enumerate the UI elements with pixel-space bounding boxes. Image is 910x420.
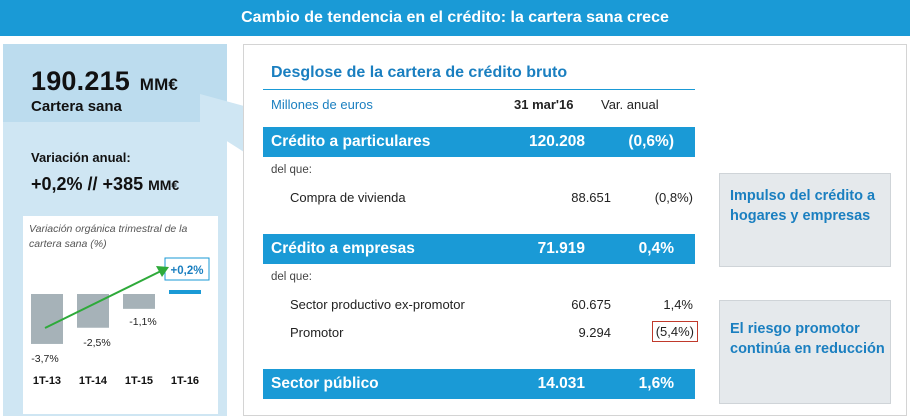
band-label: Crédito a particulares [271, 133, 431, 150]
band-label: Crédito a empresas [271, 240, 415, 257]
band-variation: (0,6%) [628, 133, 674, 150]
card-title: Desglose de la cartera de crédito bruto [271, 64, 568, 81]
del-que-label: del que: [271, 271, 312, 283]
healthy-portfolio-amount: 190.215 [31, 66, 130, 96]
annual-variation-amount: +0,2% // +385 [31, 174, 144, 194]
slide-title: Cambio de tendencia en el crédito: la ca… [0, 0, 910, 36]
quarterly-variation-chart: Variación orgánica trimestral de la cart… [23, 216, 218, 414]
band-label: Sector público [271, 375, 379, 392]
chart-category-label: 1T-16 [171, 375, 199, 387]
row-label: Promotor [290, 325, 344, 340]
band-public-sector: Sector público 14.031 1,6% [263, 369, 695, 399]
chart-category-label: 1T-14 [79, 375, 108, 387]
connector-arrow [200, 94, 244, 152]
row-label: Compra de vivienda [290, 190, 406, 205]
band-companies: Crédito a empresas 71.919 0,4% [263, 234, 695, 264]
units-label: Millones de euros [271, 97, 373, 112]
callout-developer-risk: El riesgo promotor continúa en reducción [719, 300, 891, 404]
chart-value-label: -1,1% [129, 316, 156, 328]
healthy-portfolio-value: 190.215 MM€ [31, 66, 178, 97]
column-var-header: Var. anual [601, 97, 659, 112]
band-individuals: Crédito a particulares 120.208 (0,6%) [263, 127, 695, 157]
row-variation: 1,4% [663, 297, 693, 312]
row-variation-highlighted: (5,4%) [651, 321, 698, 342]
chart-svg: 1T-13 -3,7% 1T-14 -2,5% 1T-15 -1,1% 1T-16 +0,2% [31, 257, 210, 387]
chart-value-label: -3,7% [31, 353, 58, 365]
row-label: Sector productivo ex-promotor [290, 297, 465, 312]
healthy-portfolio-unit: MM€ [139, 75, 179, 94]
annual-variation-value: +0,2% // +385 MM€ [31, 174, 179, 195]
band-value: 120.208 [528, 133, 585, 150]
annual-variation-label: Variación anual: [31, 150, 131, 165]
chart-bar [31, 294, 63, 344]
column-date-header: 31 mar'16 [514, 97, 574, 112]
chart-category-label: 1T-15 [125, 375, 153, 387]
healthy-portfolio-label: Cartera sana [31, 98, 122, 115]
trend-arrow-head [156, 266, 169, 277]
del-que-label: del que: [271, 164, 312, 176]
row-value: 9.294 [578, 325, 611, 340]
chart-value-label: -2,5% [83, 337, 110, 349]
band-value: 14.031 [537, 375, 585, 392]
chart-bar [169, 290, 201, 294]
chart-bar [123, 294, 155, 309]
trend-arrow-line [44, 270, 162, 329]
callout-credit-impulse: Impulso del crédito a hogares y empresas [719, 173, 891, 267]
chart-title: Variación orgánica trimestral de la cart… [29, 223, 188, 250]
band-variation: 0,4% [638, 240, 674, 257]
chart-category-label: 1T-13 [33, 375, 61, 387]
healthy-portfolio-header [3, 44, 227, 122]
band-value: 71.919 [537, 240, 585, 257]
annual-variation-unit: MM€ [148, 177, 180, 193]
band-variation: 1,6% [638, 375, 674, 392]
chart-value-label-highlight: +0,2% [171, 265, 204, 277]
row-value: 88.651 [571, 190, 611, 205]
credit-breakdown-card: Desglose de la cartera de crédito bruto … [243, 44, 907, 416]
row-variation: (0,8%) [654, 190, 693, 205]
row-value: 60.675 [571, 297, 611, 312]
healthy-portfolio-panel: 190.215 MM€ Cartera sana Variación anual… [3, 44, 227, 416]
card-title-rule [263, 89, 695, 90]
